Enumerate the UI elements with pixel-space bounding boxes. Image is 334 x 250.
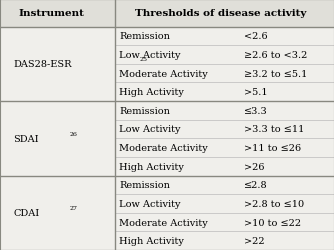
Text: ≤2.8: ≤2.8	[244, 180, 268, 190]
Text: SDAI: SDAI	[13, 134, 39, 143]
Text: Low Activity: Low Activity	[119, 51, 181, 60]
Text: 26: 26	[69, 131, 77, 136]
Text: Low Activity: Low Activity	[119, 125, 181, 134]
Text: >5.1: >5.1	[244, 88, 268, 97]
Text: ≥3.2 to ≤5.1: ≥3.2 to ≤5.1	[244, 69, 307, 78]
Text: CDAI: CDAI	[13, 208, 40, 218]
Text: Remission: Remission	[119, 32, 170, 41]
Text: High Activity: High Activity	[119, 236, 184, 245]
Text: Moderate Activity: Moderate Activity	[119, 218, 208, 227]
Text: >10 to ≤22: >10 to ≤22	[244, 218, 301, 227]
Text: Moderate Activity: Moderate Activity	[119, 69, 208, 78]
Bar	[0, 0, 334, 28]
Text: ≤3.3: ≤3.3	[244, 106, 268, 116]
Text: >11 to ≤26: >11 to ≤26	[244, 144, 301, 152]
Text: ≥2.6 to <3.2: ≥2.6 to <3.2	[244, 51, 307, 60]
Text: 27: 27	[69, 205, 77, 210]
Text: DAS28-ESR: DAS28-ESR	[13, 60, 72, 69]
Text: High Activity: High Activity	[119, 162, 184, 171]
Text: >26: >26	[244, 162, 264, 171]
Text: >22: >22	[244, 236, 265, 245]
Text: Instrument: Instrument	[19, 9, 85, 18]
Text: Remission: Remission	[119, 106, 170, 116]
Text: Remission: Remission	[119, 180, 170, 190]
Text: <2.6: <2.6	[244, 32, 268, 41]
Text: Thresholds of disease activity: Thresholds of disease activity	[135, 9, 306, 18]
Text: High Activity: High Activity	[119, 88, 184, 97]
Text: Low Activity: Low Activity	[119, 199, 181, 208]
Text: 25: 25	[140, 57, 148, 62]
Text: >2.8 to ≤10: >2.8 to ≤10	[244, 199, 304, 208]
Text: Moderate Activity: Moderate Activity	[119, 144, 208, 152]
Text: >3.3 to ≤11: >3.3 to ≤11	[244, 125, 304, 134]
